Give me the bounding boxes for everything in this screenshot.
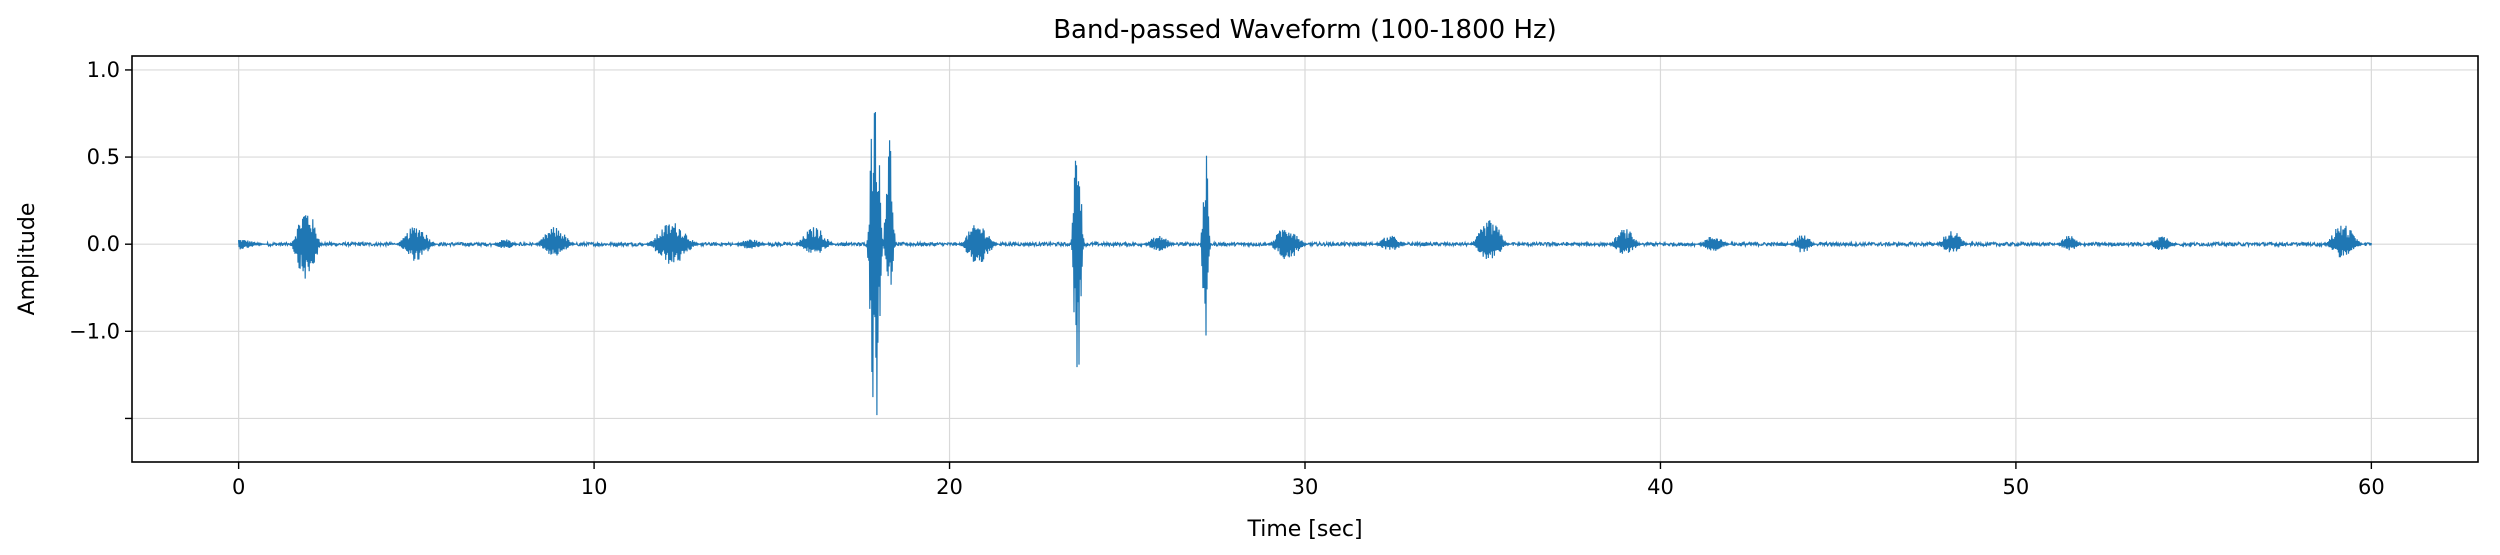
plot-area (238, 111, 2372, 416)
x-tick-label: 20 (936, 475, 963, 499)
y-tick-label: 1.0 (87, 58, 120, 82)
y-tick-label: 0.5 (87, 145, 120, 169)
y-axis-ticks: 1.0 0.5 0.0 −1.0 (69, 58, 132, 420)
x-tick-label: 40 (1647, 475, 1674, 499)
x-tick-label: 50 (2003, 475, 2030, 499)
x-tick-label: 0 (232, 475, 245, 499)
y-axis-label: Amplitude (15, 203, 40, 316)
x-axis-ticks: 0 10 20 30 40 50 60 (232, 462, 2385, 499)
x-tick-label: 60 (2358, 475, 2385, 499)
x-tick-label: 30 (1292, 475, 1319, 499)
x-axis-label: Time [sec] (1246, 517, 1362, 542)
waveform-series-line (238, 111, 2372, 416)
chart-title: Band-passed Waveform (100-1800 Hz) (1053, 15, 1557, 45)
y-tick-label: −1.0 (69, 319, 120, 343)
grid-lines (132, 56, 2478, 462)
x-tick-label: 10 (581, 475, 608, 499)
y-tick-label: 0.0 (87, 232, 120, 256)
